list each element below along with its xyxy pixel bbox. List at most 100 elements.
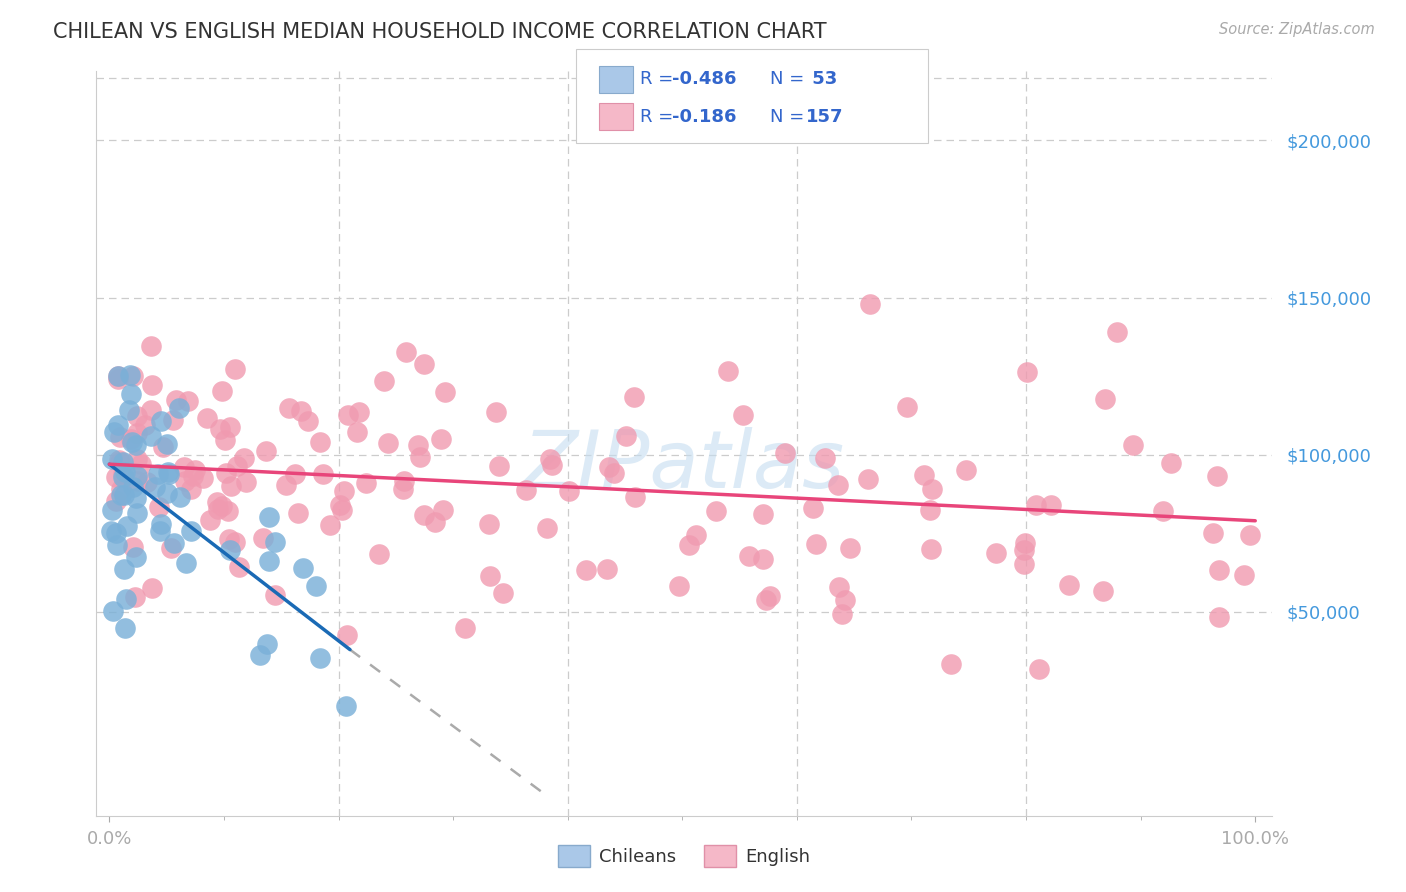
Point [184,463,207,477]
Point [738,549,761,563]
Point [1122,438,1144,452]
Point [214,433,236,447]
Text: N =: N = [770,70,810,88]
Point [406,438,429,452]
Point [120,386,142,401]
Point [538,452,561,467]
Point [839,541,862,556]
Point [139,429,162,443]
Point [111,469,134,483]
Point [150,414,173,428]
Point [180,524,202,538]
Point [118,402,141,417]
Point [984,546,1007,560]
Point [297,414,319,428]
Point [413,508,436,523]
Point [105,537,128,551]
Point [309,651,332,665]
Point [149,524,172,538]
Point [308,434,330,449]
Point [145,480,167,494]
Point [135,475,157,489]
Point [252,531,274,545]
Point [1014,536,1036,550]
Point [1208,610,1230,624]
Point [858,297,880,311]
Point [235,475,257,490]
Point [148,500,170,515]
Point [831,607,853,621]
Point [336,628,359,642]
Point [219,543,242,558]
Point [110,488,132,502]
Point [141,582,163,596]
Point [101,451,124,466]
Point [207,502,229,516]
Point [319,518,342,533]
Point [108,455,131,469]
Point [814,451,837,466]
Point [105,494,128,508]
Point [274,478,297,492]
Point [120,368,142,383]
Point [125,507,148,521]
Point [263,534,285,549]
Point [173,459,195,474]
Point [624,490,647,504]
Point [284,467,307,482]
Point [335,699,357,714]
Point [121,540,143,554]
Point [111,455,134,469]
Point [163,536,186,550]
Point [139,403,162,417]
Point [127,425,149,440]
Point [124,590,146,604]
Point [616,429,638,443]
Point [121,480,143,494]
Point [264,588,287,602]
Text: R =: R = [640,70,679,88]
Point [492,586,515,600]
Point [1152,504,1174,518]
Point [432,502,454,516]
Point [834,593,856,607]
Point [215,467,238,481]
Point [409,450,432,464]
Point [828,580,851,594]
Point [180,482,202,496]
Point [219,479,242,493]
Point [157,467,180,481]
Point [146,467,169,482]
Point [112,488,135,502]
Point [257,510,280,524]
Text: Source: ZipAtlas.com: Source: ZipAtlas.com [1219,22,1375,37]
Point [219,419,242,434]
Point [228,560,250,574]
Text: -0.186: -0.186 [672,108,737,126]
Point [120,432,142,446]
Point [941,657,963,672]
Point [110,482,132,496]
Point [752,552,775,566]
Point [121,435,143,450]
Point [169,490,191,504]
Point [107,369,129,384]
Point [392,482,415,496]
Point [211,384,233,398]
Point [603,466,626,480]
Point [368,547,391,561]
Point [287,506,309,520]
Point [256,637,278,651]
Point [413,357,436,371]
Text: -0.486: -0.486 [672,70,737,88]
Point [1092,583,1115,598]
Point [955,463,977,477]
Point [195,411,218,425]
Point [169,401,191,415]
Legend: Chileans, English: Chileans, English [551,838,817,874]
Point [423,515,446,529]
Point [478,516,501,531]
Point [668,578,690,592]
Point [346,425,368,440]
Point [1012,557,1035,571]
